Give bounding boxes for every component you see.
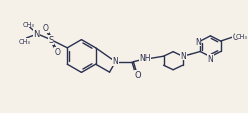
Text: CH₃: CH₃ (19, 39, 31, 44)
Text: N: N (208, 55, 213, 64)
Text: CH₃: CH₃ (23, 22, 34, 28)
Text: O: O (54, 48, 60, 57)
Text: S: S (49, 36, 54, 45)
Text: N: N (33, 30, 40, 39)
Text: CH₃: CH₃ (236, 34, 248, 40)
Text: N: N (181, 51, 186, 60)
Text: N: N (195, 37, 201, 46)
Text: O: O (42, 24, 48, 33)
Text: NH: NH (140, 54, 151, 63)
Text: O: O (134, 71, 141, 79)
Text: N: N (113, 57, 118, 66)
Text: O: O (233, 32, 239, 41)
